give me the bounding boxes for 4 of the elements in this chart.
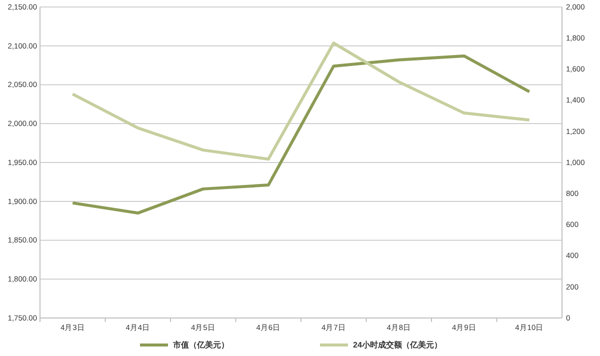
legend-label: 24小时成交额（亿美元） (353, 340, 442, 350)
legend-label: 市值（亿美元） (172, 340, 229, 350)
line-series (71, 42, 531, 161)
line-series (71, 54, 531, 215)
